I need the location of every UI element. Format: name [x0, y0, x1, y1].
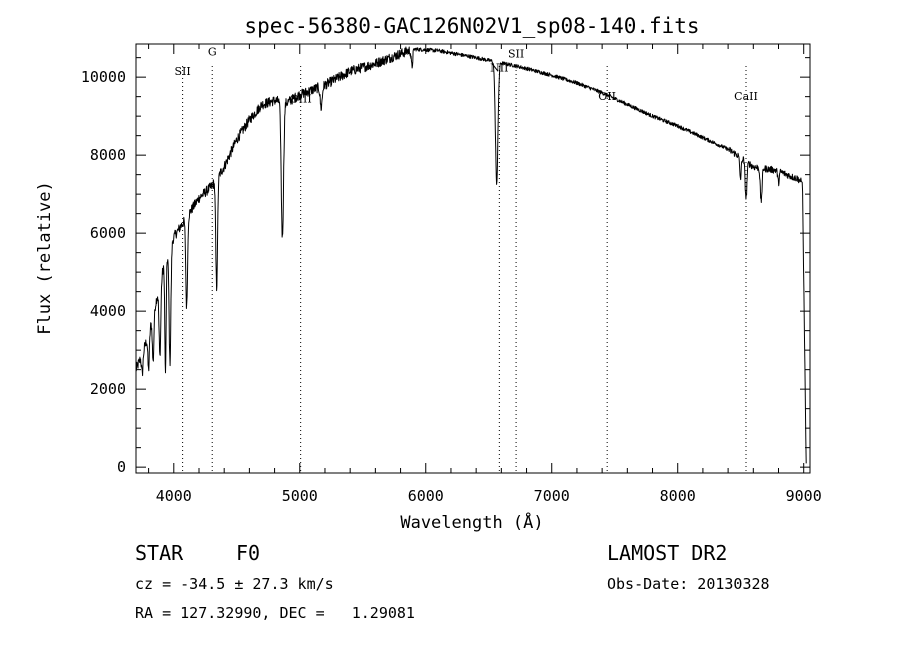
y-axis-label: Flux (relative)	[35, 181, 55, 335]
y-tick-label: 8000	[90, 146, 126, 164]
survey-name: LAMOST DR2	[607, 541, 728, 565]
object-subclass: F0	[236, 541, 261, 565]
y-tick-label: 0	[117, 458, 126, 476]
x-tick-label: 6000	[408, 487, 444, 505]
observation-date: Obs-Date: 20130328	[607, 575, 770, 593]
x-tick-label: 9000	[786, 487, 822, 505]
line-marker-label: SII	[174, 65, 190, 78]
line-marker-label: CaII	[734, 90, 758, 103]
plot-frame	[135, 43, 811, 474]
x-tick-label: 4000	[156, 487, 192, 505]
spectrum-line	[135, 46, 807, 464]
x-tick-label: 5000	[282, 487, 318, 505]
line-marker-label: G	[208, 46, 217, 59]
y-tick-label: 4000	[90, 302, 126, 320]
y-tick-label: 6000	[90, 224, 126, 242]
x-tick-label: 8000	[660, 487, 696, 505]
chart-title: spec-56380-GAC126N02V1_sp08-140.fits	[244, 14, 699, 38]
redshift-info: cz = -34.5 ± 27.3 km/s	[135, 575, 334, 593]
x-axis-label: Wavelength (Å)	[400, 511, 543, 533]
line-marker-label: SII	[508, 48, 524, 61]
coordinates-info: RA = 127.32990, DEC = 1.29081	[135, 604, 415, 622]
y-tick-label: 10000	[81, 68, 126, 86]
y-tick-label: 2000	[90, 380, 126, 398]
line-marker-label: NII	[490, 61, 508, 74]
axis-ticks: 4000 5000 6000 7000 8000 9000 0 2000 4000 6000 800…	[81, 44, 822, 505]
x-tick-label: 7000	[534, 487, 570, 505]
object-class: STAR	[135, 541, 184, 565]
